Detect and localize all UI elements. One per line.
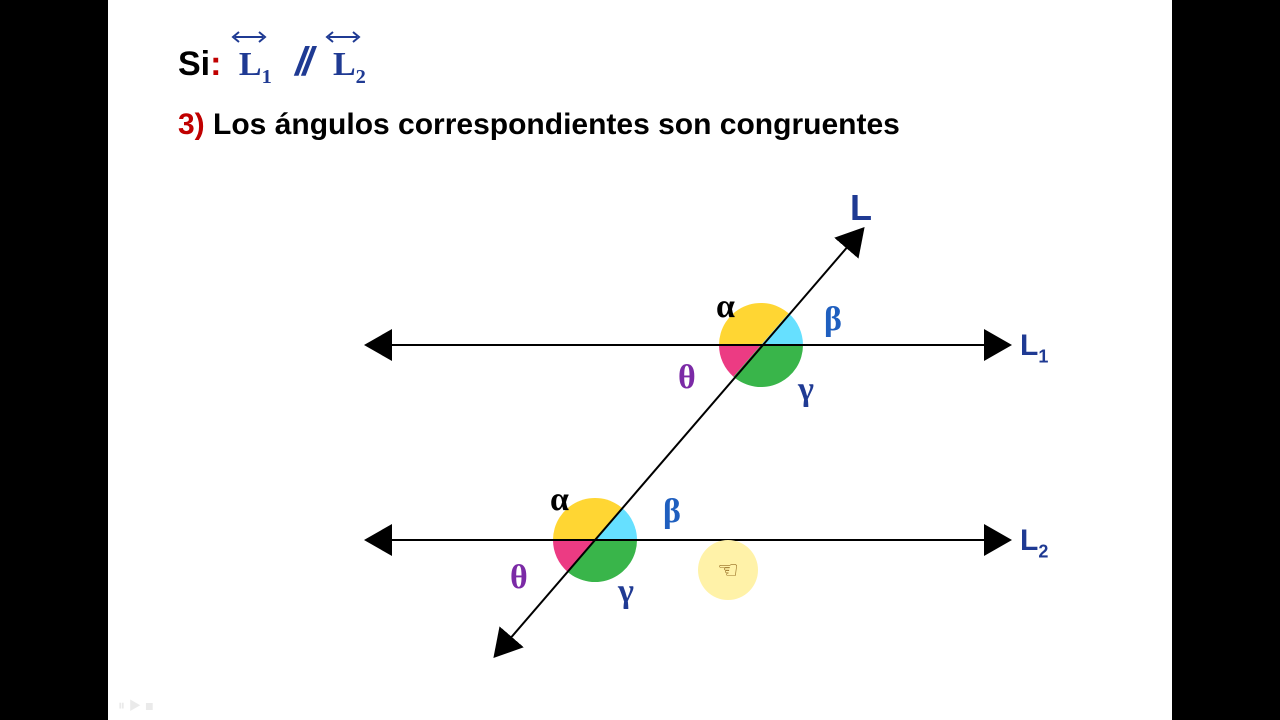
label-alpha-top: α xyxy=(716,288,735,325)
label-gamma-bottom: γ xyxy=(617,573,634,610)
line-transversal xyxy=(496,230,862,655)
label-beta-bottom: β xyxy=(663,493,681,530)
label-L1: L1 xyxy=(1020,329,1048,367)
pointing-hand-icon: ☜ xyxy=(717,557,739,584)
label-beta-top: β xyxy=(824,301,842,338)
parallel-lines-diagram: LL1L2αβγθαβγθ☜ xyxy=(108,0,1172,720)
label-gamma-top: γ xyxy=(797,371,814,408)
label-alpha-bottom: α xyxy=(550,481,569,518)
video-controls-hint: ⏸ ▶ ◼ xyxy=(118,697,153,714)
label-L2: L2 xyxy=(1020,524,1048,562)
label-theta-top: θ xyxy=(678,359,696,396)
label-L: L xyxy=(850,187,872,228)
label-theta-bottom: θ xyxy=(510,559,528,596)
slide-stage: Si: L1 // L2 3) Los ángulos correspondie… xyxy=(108,0,1172,720)
